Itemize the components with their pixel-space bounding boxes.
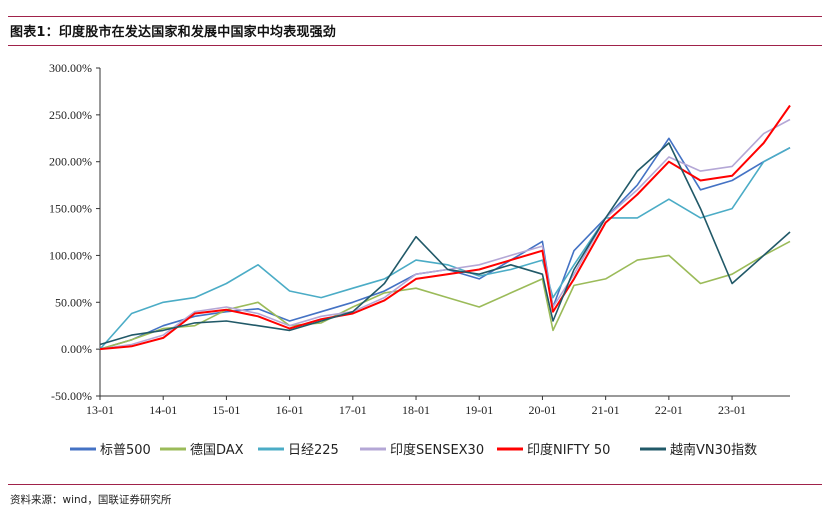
figure-title: 图表1：印度股市在发达国家和发展中国家中均表现强劲 <box>10 25 337 40</box>
x-tick-label: 13-01 <box>86 403 114 417</box>
top-rule <box>8 16 822 17</box>
series-line-0 <box>99 137 791 350</box>
x-tick-label: 18-01 <box>402 403 430 417</box>
legend-label: 标普500 <box>100 443 151 458</box>
legend-label: 德国DAX <box>190 443 244 458</box>
bottom-rule <box>8 484 822 485</box>
y-tick-label: 50.00% <box>55 295 92 309</box>
x-tick-label: 20-01 <box>528 403 556 417</box>
x-tick-label: 21-01 <box>592 403 620 417</box>
series-line-3 <box>99 118 791 350</box>
x-tick-label: 22-01 <box>655 403 683 417</box>
title-rule <box>8 45 822 46</box>
chart-svg: 300.00% 250.00% 200.00% 150.00% 100.00% 50.00… <box>49 61 791 458</box>
legend-label: 越南VN30指数 <box>670 442 757 458</box>
legend-label: 印度SENSEX30 <box>390 442 484 458</box>
x-tick-label: 16-01 <box>276 403 304 417</box>
y-tick-label: 250.00% <box>49 108 92 122</box>
series-line-5 <box>99 142 791 346</box>
source-note: 资料来源：wind，国联证券研究所 <box>10 494 172 506</box>
series-line-1 <box>99 240 791 350</box>
y-tick-label: 200.00% <box>49 155 92 169</box>
x-tick-label: 14-01 <box>149 403 177 417</box>
series-line-4 <box>99 104 791 351</box>
y-tick-label: -50.00% <box>51 389 92 403</box>
legend-label: 日经225 <box>288 443 339 458</box>
x-tick-label: 15-01 <box>212 403 240 417</box>
x-tick-label: 23-01 <box>718 403 746 417</box>
series-line-2 <box>99 146 791 350</box>
y-tick-label: 150.00% <box>49 202 92 216</box>
legend-label: 印度NIFTY 50 <box>527 442 610 458</box>
y-tick-label: 300.00% <box>49 61 92 75</box>
line-chart: 300.00% 250.00% 200.00% 150.00% 100.00% 50.00… <box>0 50 830 480</box>
y-tick-label: 0.00% <box>61 342 92 356</box>
x-tick-label: 17-01 <box>339 403 367 417</box>
x-tick-label: 19-01 <box>465 403 493 417</box>
y-tick-label: 100.00% <box>49 248 92 262</box>
